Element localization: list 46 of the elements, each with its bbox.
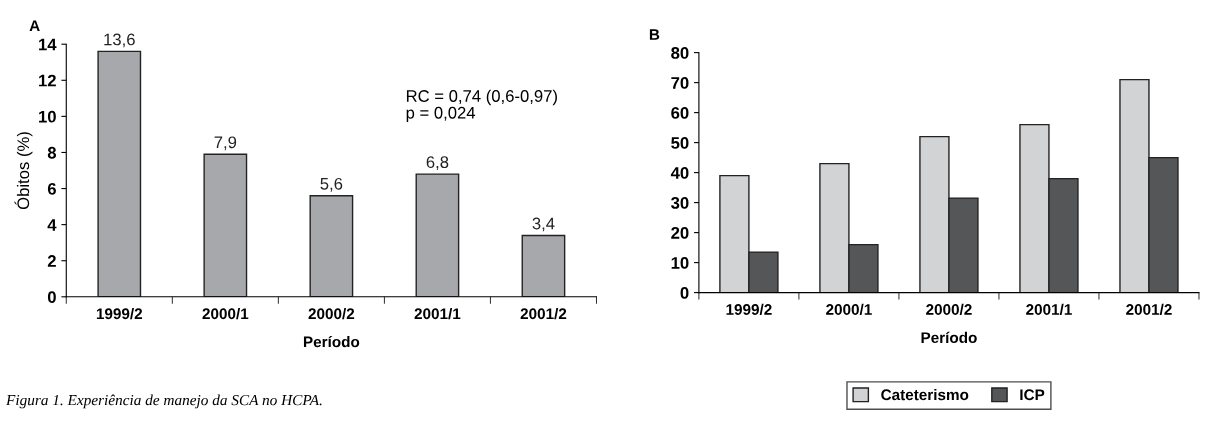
chart-title: A [29,20,40,31]
legend-label: Cateterismo [881,388,969,401]
y-axis-title: Óbitos (%) [14,132,33,210]
data-label: 7,9 [214,136,237,151]
bar [415,173,460,297]
y-tick-label: 20 [671,227,689,239]
bar [521,234,566,297]
y-tick-label: 40 [670,167,689,179]
y-tick-label: 8 [47,146,57,159]
text: Figura 1. Experiência de manejo da SCA no HCPA. [5,394,322,409]
data-label: 3,4 [532,217,555,232]
y-tick-label: 60 [671,107,689,119]
y-tick-label: 80 [671,47,689,59]
bar [203,153,248,297]
y-tick-label: 2 [47,255,56,267]
data-label: 13,6 [104,33,135,48]
y-tick-label: 6 [47,182,56,195]
chart-title: B [649,29,660,40]
x-tick-label: 2000/1 [826,303,872,316]
x-axis-title: Período [921,331,977,344]
x-tick-label: 2000/1 [202,307,249,320]
bar [309,195,354,297]
data-label: 5,6 [320,177,343,192]
y-tick-label: 10 [671,257,689,269]
x-axis-title: Período [303,335,360,348]
x-tick-label: 1999/2 [96,307,143,320]
y-tick-label: 14 [39,38,57,51]
x-tick-label: 1999/2 [726,303,772,316]
y-tick-label: 0 [47,291,56,304]
x-tick-label: 2000/2 [926,303,972,316]
x-tick-label: 2001/2 [520,307,567,320]
x-tick-label: 2001/2 [1126,303,1172,316]
data-label: 6,8 [426,156,449,171]
x-tick-label: 2000/2 [308,307,355,320]
x-tick-label: 2001/1 [414,307,461,320]
y-tick-label: 10 [39,110,56,123]
y-tick-label: 12 [39,74,56,87]
y-tick-label: 50 [671,137,689,149]
y-tick-label: 70 [671,77,689,89]
bar [97,50,142,297]
x-tick-label: 2001/1 [1026,303,1072,316]
legend-label: ICP [1020,389,1045,401]
y-tick-label: 0 [680,287,689,299]
y-tick-label: 4 [47,219,57,231]
annotation: RC = 0,74 (0,6-0,97) p = 0,024 [406,89,557,122]
y-tick-label: 30 [671,197,689,209]
